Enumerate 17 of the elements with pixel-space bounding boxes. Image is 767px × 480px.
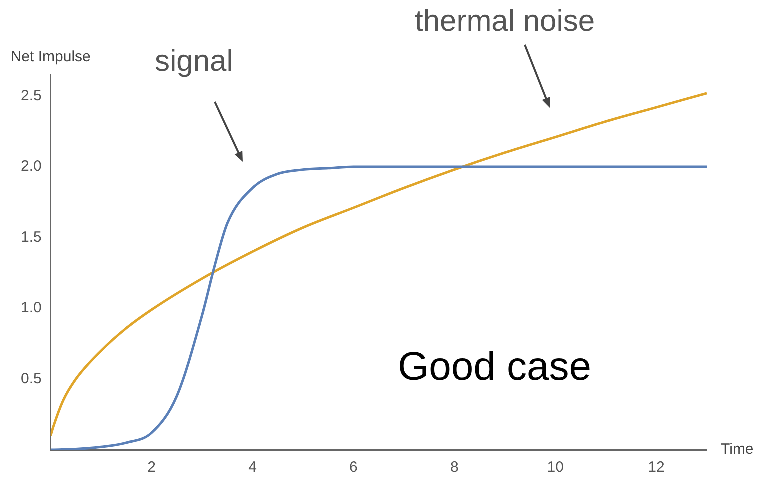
line-series xyxy=(50,92,707,438)
y-tick-label: 2.5 xyxy=(20,87,42,104)
x-tick-label: 12 xyxy=(648,459,665,476)
y-tick-label: 2.0 xyxy=(20,158,42,176)
y-tick-label: 1.0 xyxy=(20,300,42,317)
x-axis-title: Time xyxy=(721,441,754,458)
x-tick-label: 10 xyxy=(547,459,564,476)
x-tick-label: 6 xyxy=(350,459,358,476)
text: thermal noise xyxy=(415,5,596,39)
y-axis-title: Net Impulse xyxy=(10,48,91,66)
x-tick-label: 8 xyxy=(450,459,459,476)
y-tick-label: 1.5 xyxy=(20,228,42,246)
x-tick-label: 4 xyxy=(248,459,257,476)
annotation: signal xyxy=(155,45,234,79)
y-tick-label: 0.5 xyxy=(20,370,42,388)
annotation: Good case xyxy=(398,345,592,390)
x-tick-label: 2 xyxy=(148,459,156,476)
